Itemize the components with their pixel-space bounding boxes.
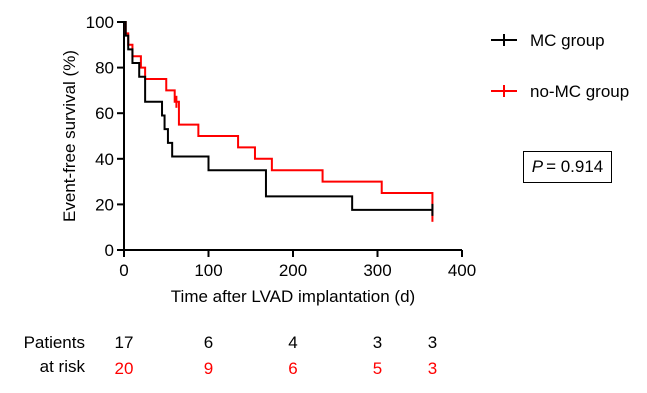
risk-label-line1: Patients	[24, 333, 85, 352]
risk-count-nomc: 20	[115, 359, 134, 378]
x-tick-label: 300	[363, 261, 391, 280]
km-curve-mc	[124, 21, 433, 211]
legend-label: MC group	[530, 31, 605, 50]
p-value-text: = 0.914	[546, 157, 604, 176]
p-value-label: P	[531, 157, 544, 176]
x-tick-label: 100	[194, 261, 222, 280]
p-value-box: P = 0.914	[523, 151, 612, 183]
risk-count-nomc: 6	[288, 359, 297, 378]
y-tick-label: 40	[95, 150, 114, 169]
legend-label: no-MC group	[530, 82, 629, 101]
y-tick-label: 0	[105, 241, 114, 260]
risk-count-mc: 17	[115, 333, 134, 352]
x-axis-title: Time after LVAD implantation (d)	[171, 287, 415, 306]
km-curve-nomc	[124, 21, 434, 216]
y-axis-title: Event-free survival (%)	[60, 50, 79, 222]
risk-count-mc: 3	[373, 333, 382, 352]
risk-count-mc: 4	[288, 333, 297, 352]
y-tick-label: 20	[95, 195, 114, 214]
x-tick-label: 0	[119, 261, 128, 280]
risk-label-line2: at risk	[40, 357, 86, 376]
x-tick-label: 200	[279, 261, 307, 280]
y-tick-label: 80	[95, 59, 114, 78]
risk-count-nomc: 9	[204, 359, 213, 378]
risk-count-mc: 3	[428, 333, 437, 352]
risk-count-nomc: 5	[373, 359, 382, 378]
risk-count-nomc: 3	[428, 359, 437, 378]
x-tick-label: 400	[448, 261, 476, 280]
y-tick-label: 100	[86, 13, 114, 32]
y-tick-label: 60	[95, 104, 114, 123]
risk-count-mc: 6	[204, 333, 213, 352]
